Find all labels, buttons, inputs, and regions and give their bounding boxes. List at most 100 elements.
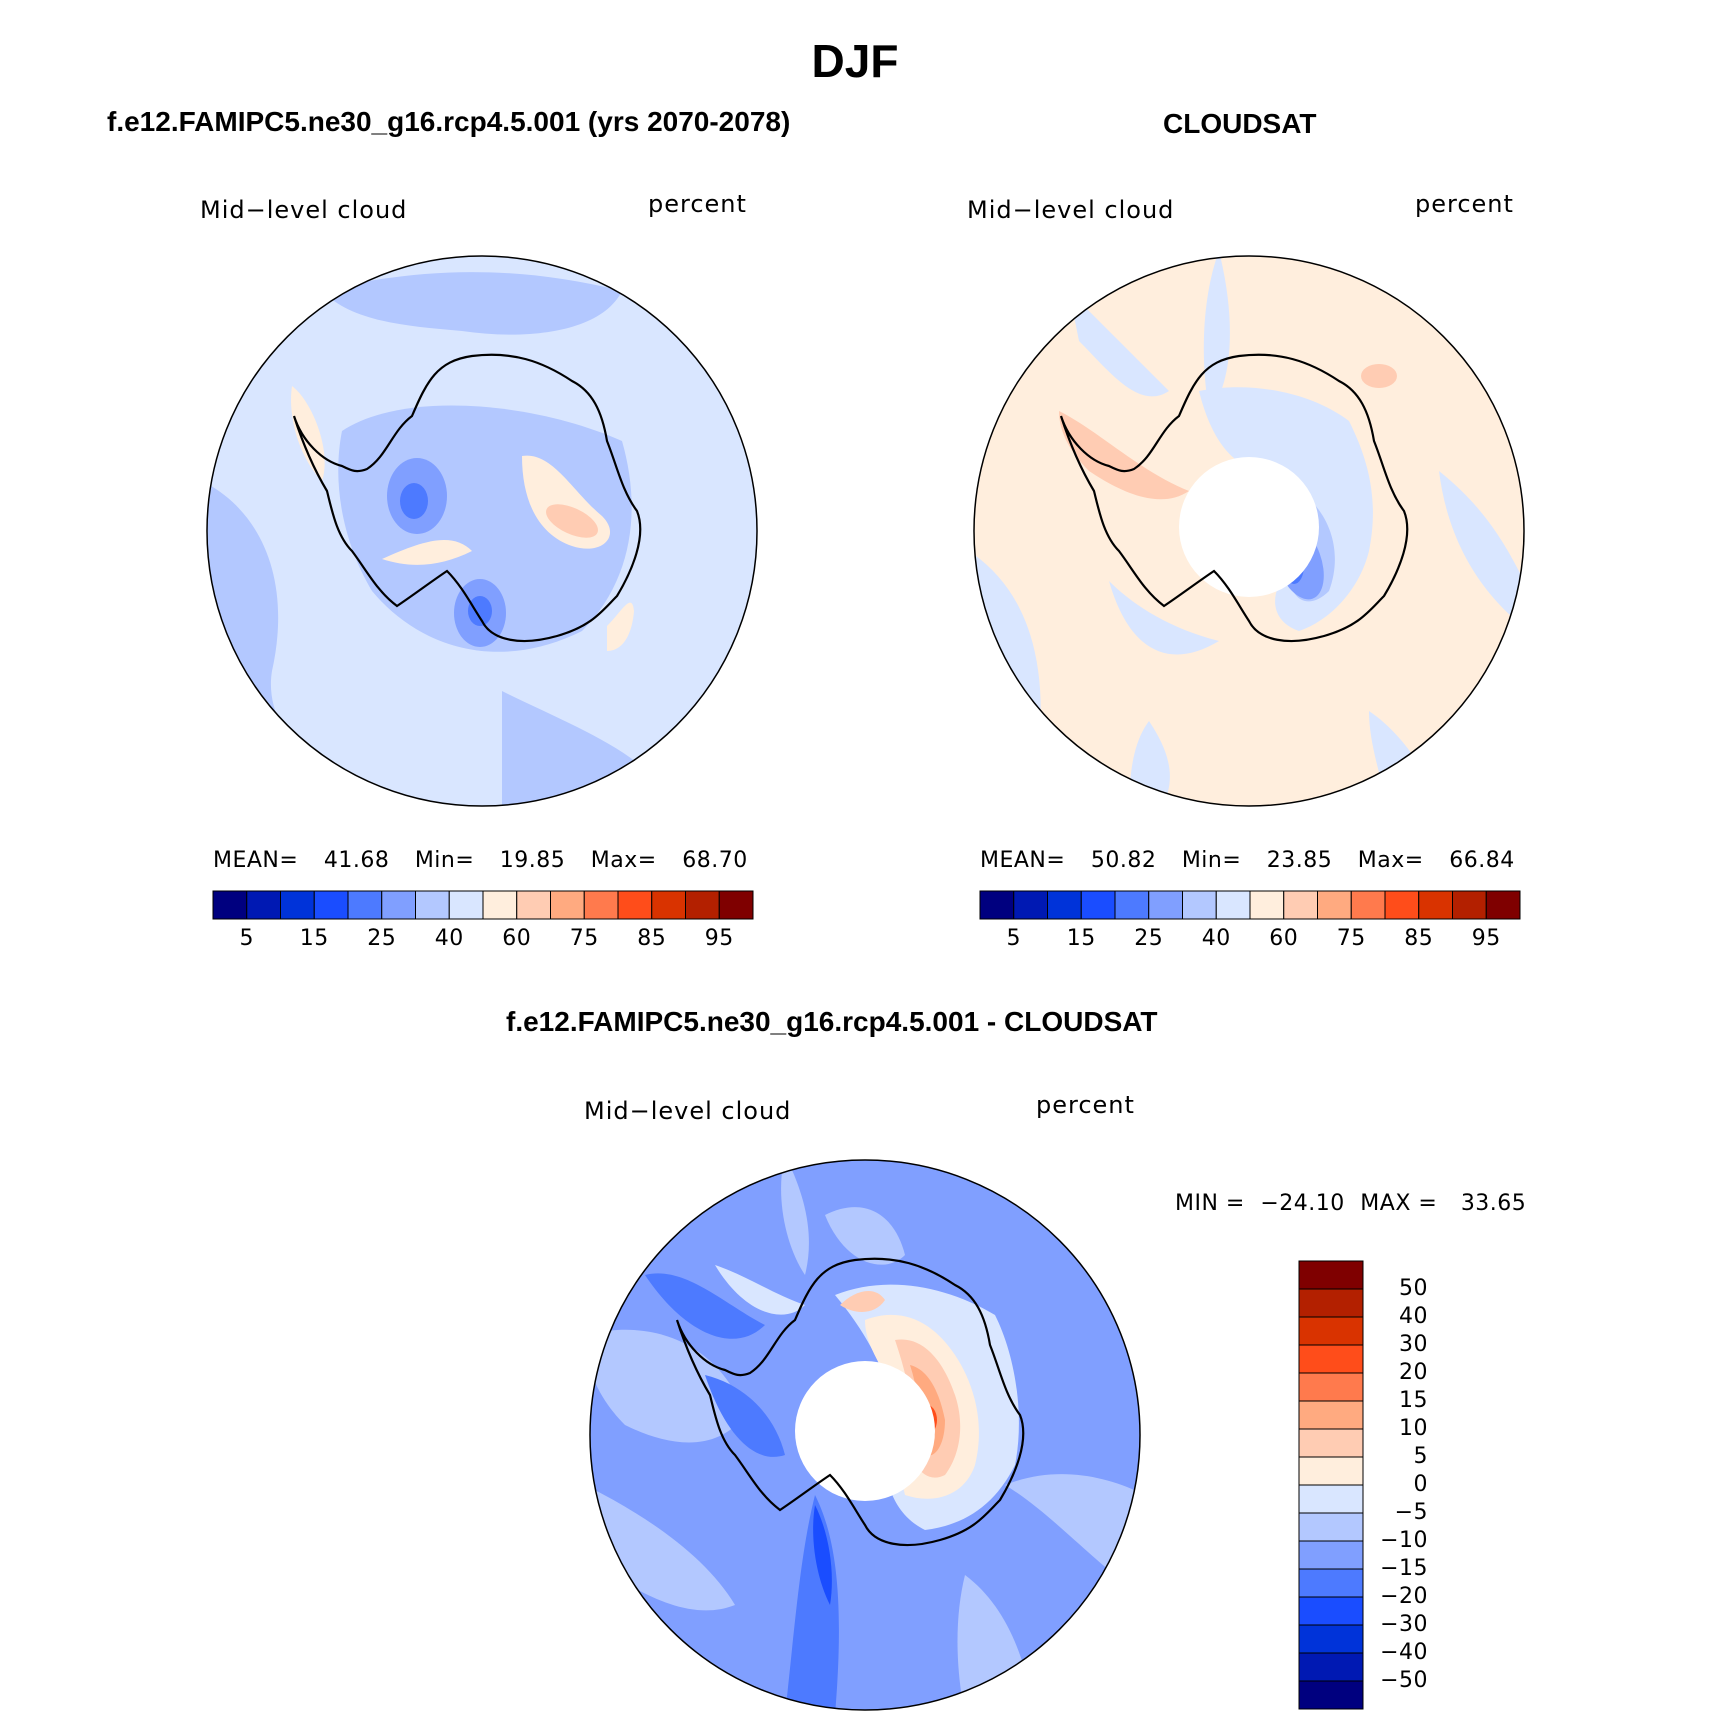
panel2-missing-cap xyxy=(1179,457,1319,597)
panel1-field-band xyxy=(322,272,622,335)
colorbar-tick-label: 40 xyxy=(1201,926,1231,951)
colorbar-box xyxy=(516,890,551,920)
panel3-coastline xyxy=(675,1257,1025,1547)
panel2-field-warm xyxy=(1059,411,1189,500)
panel3-field-band xyxy=(715,1265,805,1315)
colorbar-box xyxy=(1298,1456,1364,1486)
colorbar-box xyxy=(280,890,315,920)
colorbar-box xyxy=(1080,890,1116,920)
colorbar-box xyxy=(1350,890,1386,920)
panel2-variable: Mid−level cloud xyxy=(967,196,1175,224)
panel3-stats: MIN = −24.10 MAX = 33.65 xyxy=(1175,1191,1526,1216)
panel2-field-band xyxy=(1203,256,1230,411)
panel3-field-warm xyxy=(840,1290,885,1312)
colorbar-tick-label: 50 xyxy=(1399,1276,1428,1301)
panel2-min-label: Min= xyxy=(1181,848,1242,873)
colorbar-box xyxy=(685,890,720,920)
colorbar-box xyxy=(1215,890,1251,920)
colorbar-tick-label: 15 xyxy=(1066,926,1096,951)
colorbar-tick-label: 40 xyxy=(1399,1304,1428,1329)
colorbar-tick-label: 75 xyxy=(569,926,599,951)
panel2-mean-value: 50.82 xyxy=(1090,848,1157,873)
colorbar-tick-label: 60 xyxy=(502,926,532,951)
panel2-units: percent xyxy=(1415,190,1514,218)
colorbar-box xyxy=(583,890,619,920)
colorbar-tick-label: −50 xyxy=(1380,1668,1428,1693)
colorbar-tick-label: −5 xyxy=(1394,1500,1428,1525)
colorbar-tick-label: 60 xyxy=(1269,926,1299,951)
panel2-field-band xyxy=(1109,581,1219,655)
colorbar-box xyxy=(1298,1400,1364,1430)
colorbar-tick-label: 10 xyxy=(1399,1416,1428,1441)
panel1-field-warm xyxy=(382,539,472,565)
panel1-min-value: 19.85 xyxy=(499,848,566,873)
colorbar-box xyxy=(1298,1596,1364,1626)
colorbar-box xyxy=(246,890,281,920)
panel3-units: percent xyxy=(1036,1091,1135,1119)
panel1-stats: MEAN= 41.68 Min= 19.85 Max= 68.70 xyxy=(213,848,748,873)
colorbar-tick-label: −30 xyxy=(1380,1612,1428,1637)
colorbar-box xyxy=(1114,890,1150,920)
panel2-max-value: 66.84 xyxy=(1449,848,1515,873)
panel1-field-blob xyxy=(400,483,428,519)
colorbar-box xyxy=(448,890,484,920)
panel3-title: f.e12.FAMIPC5.ne30_g16.rcp4.5.001 - CLOU… xyxy=(506,1006,1158,1037)
colorbar-tick-label: 95 xyxy=(1471,926,1501,951)
colorbar-tick-label: 75 xyxy=(1336,926,1366,951)
colorbar-tick-label: 5 xyxy=(1006,926,1021,951)
panel1-field-warm xyxy=(546,504,598,538)
colorbar-tick-label: −20 xyxy=(1380,1584,1428,1609)
colorbar-box xyxy=(415,890,450,920)
panel3-min-label: MIN = xyxy=(1175,1191,1245,1216)
colorbar-box xyxy=(1298,1540,1364,1570)
panel1-coastline xyxy=(292,353,642,643)
panel3-max-value: 33.65 xyxy=(1460,1191,1527,1216)
colorbar-tick-label: 95 xyxy=(704,926,734,951)
colorbar-box xyxy=(1384,890,1420,920)
panel3-field-blob xyxy=(813,1505,832,1605)
colorbar-box xyxy=(347,890,383,920)
colorbar-box xyxy=(1298,1428,1364,1458)
colorbar-box xyxy=(1452,890,1487,920)
colorbar-box xyxy=(1298,1288,1364,1318)
colorbar-box xyxy=(1182,890,1217,920)
panel3-variable: Mid−level cloud xyxy=(584,1097,792,1125)
panel3-field-band xyxy=(825,1207,905,1265)
panel1-field-warm xyxy=(607,602,634,651)
panel3-colorbar xyxy=(1298,1260,1364,1710)
panel1-mean-value: 41.68 xyxy=(323,848,390,873)
panel2-colorbar xyxy=(979,890,1521,920)
colorbar-box xyxy=(1047,890,1082,920)
page-title: DJF xyxy=(811,35,899,87)
colorbar-box xyxy=(1298,1624,1364,1654)
colorbar-tick-label: −15 xyxy=(1380,1556,1428,1581)
panel3-missing-cap xyxy=(795,1361,935,1501)
panel1-min-label: Min= xyxy=(414,848,475,873)
colorbar-box xyxy=(1298,1484,1364,1514)
colorbar-tick-label: 30 xyxy=(1399,1332,1428,1357)
colorbar-tick-label: 15 xyxy=(299,926,329,951)
panel2-colorbar-ticks: 5 15 25 40 60 75 85 95 xyxy=(980,926,1520,956)
panel3-field-band xyxy=(781,1160,809,1275)
colorbar-box xyxy=(1298,1568,1364,1598)
panel3-min-value: −24.10 xyxy=(1260,1191,1345,1216)
colorbar-box xyxy=(979,890,1015,920)
panel1-units: percent xyxy=(648,190,747,218)
colorbar-tick-label: 20 xyxy=(1399,1360,1428,1385)
panel1-max-value: 68.70 xyxy=(682,848,748,873)
colorbar-box xyxy=(1249,890,1285,920)
colorbar-tick-label: −10 xyxy=(1380,1528,1428,1553)
panel2-coastline xyxy=(1059,353,1409,643)
panel1-colorbar xyxy=(212,890,754,920)
panel2-map xyxy=(973,255,1525,807)
panel1-mean-label: MEAN= xyxy=(213,848,299,873)
colorbar-tick-label: 15 xyxy=(1399,1388,1428,1413)
panel1-max-label: Max= xyxy=(590,848,657,873)
colorbar-box xyxy=(1283,890,1318,920)
colorbar-box xyxy=(617,890,653,920)
panel1-map-border xyxy=(206,255,758,807)
panel3-field-band xyxy=(590,1329,745,1443)
panel2-max-label: Max= xyxy=(1357,848,1424,873)
panel1-variable: Mid−level cloud xyxy=(200,196,408,224)
panel3-field-band xyxy=(645,1273,765,1339)
